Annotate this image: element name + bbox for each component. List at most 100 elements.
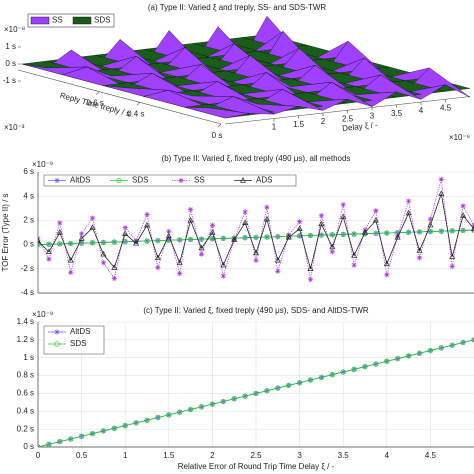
marker: [231, 236, 238, 242]
marker: [144, 238, 150, 244]
marker: [187, 406, 194, 413]
marker: [220, 398, 226, 405]
x-tick-label: 3: [297, 451, 302, 460]
marker: [384, 358, 390, 364]
y-tick-label: 1.2 s: [17, 335, 34, 344]
marker: [56, 229, 63, 235]
y-tick-label: 4 s: [23, 191, 34, 200]
y-tick: [217, 123, 222, 128]
marker: [449, 253, 456, 259]
marker: [351, 231, 357, 237]
marker: [406, 198, 412, 204]
z-tick-label: -1 s: [3, 76, 16, 85]
y-tick-label: 0.6 s: [87, 99, 104, 108]
marker: [264, 204, 270, 210]
marker: [220, 261, 227, 268]
marker: [116, 177, 122, 184]
marker: [89, 215, 96, 221]
x-tick-label: 3.5: [338, 451, 350, 460]
marker: [68, 436, 74, 442]
marker: [46, 241, 52, 247]
marker: [460, 203, 466, 209]
marker: [275, 385, 281, 391]
y-tick-label: 0.2 s: [17, 424, 34, 433]
marker: [307, 265, 314, 271]
marker: [111, 275, 117, 282]
marker: [307, 232, 314, 239]
marker: [373, 230, 379, 236]
marker: [383, 260, 390, 267]
y-tick-label: 0 s: [212, 131, 223, 140]
marker: [471, 337, 474, 343]
marker: [285, 234, 292, 240]
x-tick-label: 2: [321, 117, 326, 126]
x-tick-label: 3.5: [391, 109, 403, 118]
x-tick-label: 3: [370, 112, 375, 121]
legend-label: AltDS: [70, 176, 90, 185]
y-tick-label: 0 s: [23, 240, 34, 249]
axes-frame: [37, 172, 474, 294]
marker: [38, 237, 41, 244]
marker: [46, 256, 52, 262]
marker: [198, 404, 205, 410]
marker: [198, 251, 205, 257]
marker: [79, 231, 85, 237]
y-axis-label: Reply Time treply / s: [59, 91, 131, 118]
marker: [78, 235, 85, 241]
x-tick-label: 4.5: [425, 451, 437, 460]
marker: [46, 441, 52, 447]
marker: [296, 225, 303, 232]
marker: [318, 220, 325, 227]
marker: [274, 256, 281, 263]
marker: [416, 229, 423, 235]
marker: [57, 220, 63, 226]
y-exponent: ×10⁻³: [4, 123, 25, 132]
marker: [122, 230, 129, 236]
marker: [329, 243, 336, 250]
x-tick-label: 2.5: [342, 114, 354, 123]
marker: [263, 215, 270, 222]
marker: [133, 240, 140, 246]
marker: [178, 177, 184, 184]
marker: [166, 228, 172, 234]
legend-swatch: [30, 16, 50, 25]
x-axis-label: Delay ξ / -: [342, 120, 379, 133]
y-tick-label: 0.4 s: [17, 406, 34, 415]
y-axis: [17, 69, 222, 125]
marker: [362, 229, 368, 235]
marker: [340, 202, 346, 208]
marker: [198, 236, 205, 242]
marker: [427, 221, 434, 228]
marker: [318, 374, 325, 381]
y-tick: [95, 91, 100, 95]
marker: [275, 268, 281, 274]
x-tick-label: 2.5: [250, 451, 262, 460]
marker: [438, 176, 444, 182]
marker: [89, 430, 96, 437]
y-exponent: ×10⁻⁹: [32, 310, 53, 319]
marker: [155, 264, 161, 271]
marker: [449, 228, 455, 234]
marker: [209, 401, 216, 407]
y-tick-label: 0.8 s: [17, 371, 34, 380]
marker: [220, 235, 226, 242]
legend-box: [43, 325, 105, 355]
marker: [78, 433, 85, 439]
x-tick-label: 1.5: [163, 451, 175, 460]
marker: [329, 249, 335, 255]
marker: [405, 209, 412, 216]
marker: [188, 206, 194, 213]
x-tick-label: 1: [272, 123, 277, 132]
marker: [166, 412, 172, 418]
marker: [242, 235, 248, 241]
marker: [100, 250, 107, 257]
marker: [177, 271, 183, 277]
marker: [416, 247, 423, 253]
marker: [198, 244, 205, 251]
marker: [253, 257, 259, 263]
y-axis-label: TOF Error (Type II) / s: [1, 193, 10, 271]
marker: [297, 219, 303, 225]
x-tick-label: 4.5: [440, 103, 452, 112]
y-tick-label: 2 s: [23, 216, 34, 225]
marker: [122, 422, 128, 429]
